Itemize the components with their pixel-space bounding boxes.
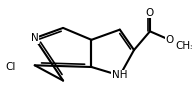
Text: O: O	[146, 8, 154, 18]
Text: NH: NH	[112, 71, 127, 80]
Text: N: N	[31, 33, 39, 43]
Text: Cl: Cl	[6, 62, 16, 72]
Text: CH₃: CH₃	[175, 41, 192, 51]
Text: O: O	[165, 35, 174, 45]
